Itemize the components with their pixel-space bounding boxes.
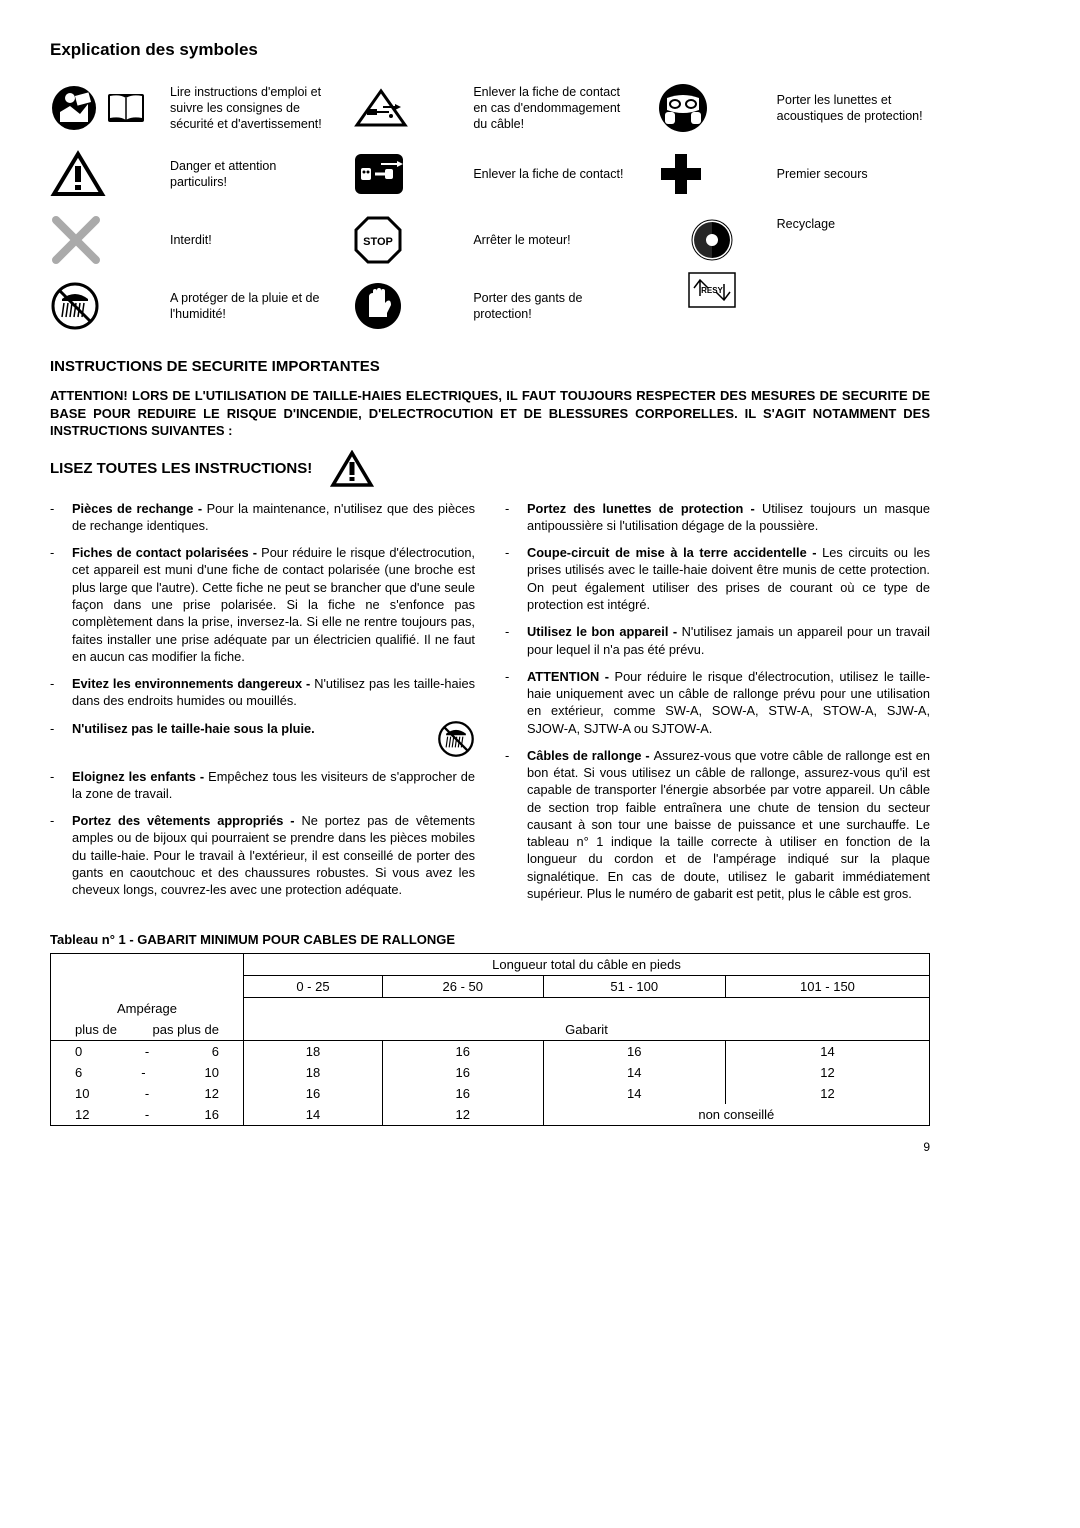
symbol-label: Danger et attention particulirs! [170, 158, 323, 191]
amp-sub-right: pas plus de [153, 1022, 220, 1037]
symbol-label: Porter des gants de protection! [473, 290, 626, 323]
symbol-unplug: Enlever la fiche de contact! [353, 144, 626, 204]
table-col-header: 26 - 50 [382, 976, 543, 998]
warning-triangle-icon [50, 150, 106, 198]
symbol-label: Lire instructions d'emploi et suivre les… [170, 84, 323, 133]
amp-sub-left: plus de [75, 1022, 117, 1037]
svg-text:RESY: RESY [701, 286, 723, 295]
gloves-icon [353, 281, 403, 331]
gabarit-header: Gabarit [244, 998, 930, 1041]
table-col-header: 51 - 100 [543, 976, 725, 998]
symbol-label: A protéger de la pluie et de l'humidité! [170, 290, 323, 323]
symbol-unplug-damaged: Enlever la fiche de contact en cas d'end… [353, 78, 626, 138]
instruction-columns: -Pièces de rechange - Pour la maintenanc… [50, 500, 930, 913]
list-item: -Utilisez le bon appareil - N'utilisez j… [505, 623, 930, 658]
table-col-header: 101 - 150 [725, 976, 929, 998]
security-heading: INSTRUCTIONS DE SECURITE IMPORTANTES [50, 358, 930, 375]
stop-sign-icon: STOP [353, 215, 403, 265]
table-row: 12-16 14 12 non conseillé [51, 1104, 930, 1126]
symbol-recycle: RESY Recyclage [657, 210, 930, 336]
resy-box-icon: RESY [686, 270, 738, 310]
no-rain-icon [50, 281, 100, 331]
unplug-icon [353, 152, 405, 196]
right-column: -Portez des lunettes de protection - Uti… [505, 500, 930, 913]
warning-paragraph: ATTENTION! LORS DE L'UTILISATION DE TAIL… [50, 387, 930, 440]
list-item: -Evitez les environnements dangereux - N… [50, 675, 475, 710]
symbol-danger: Danger et attention particulirs! [50, 144, 323, 204]
symbol-first-aid: Premier secours [657, 144, 930, 204]
symbol-label: Enlever la fiche de contact en cas d'end… [473, 84, 626, 133]
table-row: 0-6 18 16 16 14 [51, 1040, 930, 1062]
first-aid-icon [657, 150, 705, 198]
symbol-grid: Lire instructions d'emploi et suivre les… [50, 78, 930, 336]
gabarit-table: Longueur total du câble en pieds 0 - 25 … [50, 953, 930, 1126]
open-book-icon [102, 84, 150, 132]
symbol-rain: A protéger de la pluie et de l'humidité! [50, 276, 323, 336]
page-number: 9 [50, 1140, 930, 1154]
list-item: -Fiches de contact polarisées - Pour réd… [50, 544, 475, 665]
page-title: Explication des symboles [50, 40, 930, 60]
symbol-read-manual: Lire instructions d'emploi et suivre les… [50, 78, 323, 138]
symbol-label: Arrêter le moteur! [473, 232, 570, 248]
table-row: 6-10 18 16 14 12 [51, 1062, 930, 1083]
ppe-goggles-ear-icon [657, 82, 709, 134]
read-all-heading: LISEZ TOUTES LES INSTRUCTIONS! [50, 460, 312, 477]
table-row: 10-12 16 16 14 12 [51, 1083, 930, 1104]
list-item: -ATTENTION - Pour réduire le risque d'él… [505, 668, 930, 737]
list-item: -Coupe-circuit de mise à la terre accide… [505, 544, 930, 613]
symbol-stop: STOP Arrêter le moteur! [353, 210, 626, 270]
table-caption: Tableau n° 1 - GABARIT MINIMUM POUR CABL… [50, 932, 930, 947]
symbol-label: Interdit! [170, 232, 212, 248]
read-all-row: LISEZ TOUTES LES INSTRUCTIONS! [50, 450, 930, 488]
symbol-gloves: Porter des gants de protection! [353, 276, 626, 336]
symbol-forbidden: Interdit! [50, 210, 323, 270]
symbol-ppe: Porter les lunettes et acoustiques de pr… [657, 78, 930, 138]
list-item: -Pièces de rechange - Pour la maintenanc… [50, 500, 475, 535]
manual-person-icon [50, 84, 98, 132]
svg-text:STOP: STOP [363, 236, 393, 248]
list-item: -Câbles de rallonge - Assurez-vous que v… [505, 747, 930, 902]
symbol-label: Porter les lunettes et acoustiques de pr… [777, 92, 930, 125]
amp-header: Ampérage [51, 998, 244, 1019]
symbol-label: Enlever la fiche de contact! [473, 166, 623, 182]
gruene-punkt-icon [688, 216, 736, 264]
warning-triangle-icon [330, 450, 374, 488]
symbol-label: Recyclage [777, 216, 835, 232]
table-header: Longueur total du câble en pieds [244, 954, 930, 976]
unplug-damaged-icon [353, 87, 409, 129]
list-item: -Portez des vêtements appropriés - Ne po… [50, 812, 475, 898]
table-col-header: 0 - 25 [244, 976, 383, 998]
forbidden-cross-icon [50, 214, 102, 266]
symbol-label: Premier secours [777, 166, 868, 182]
left-column: -Pièces de rechange - Pour la maintenanc… [50, 500, 475, 913]
no-rain-icon [437, 720, 475, 758]
list-item: -N'utilisez pas le taille-haie sous la p… [50, 720, 475, 758]
list-item: -Portez des lunettes de protection - Uti… [505, 500, 930, 535]
list-item: -Eloignez les enfants - Empêchez tous le… [50, 768, 475, 803]
